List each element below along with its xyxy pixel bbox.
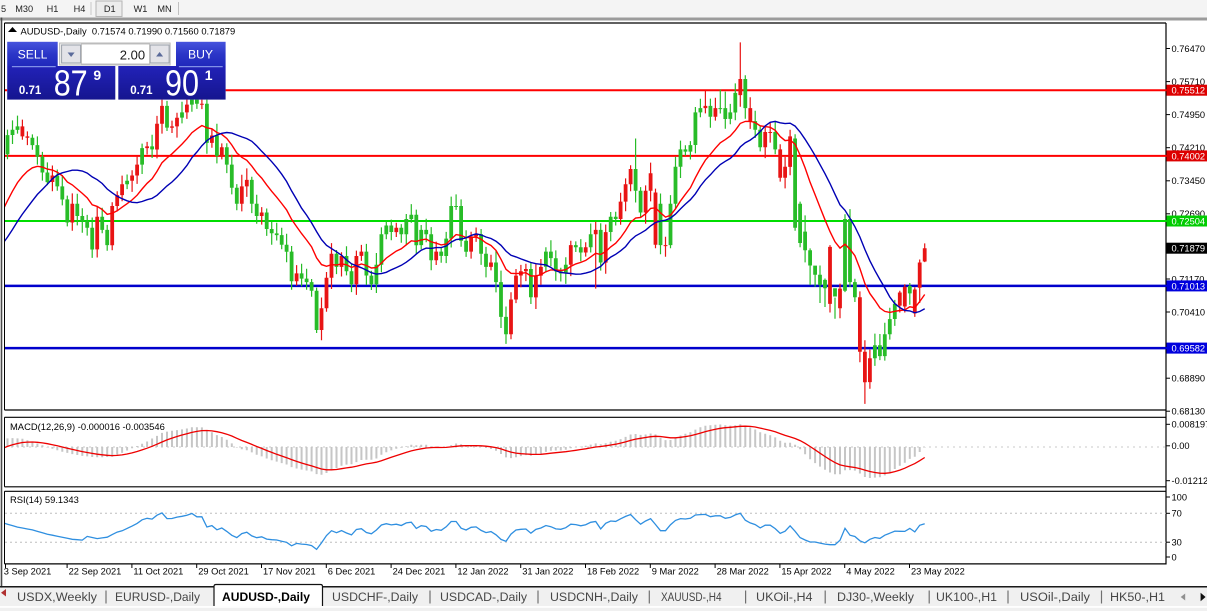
svg-text:0.68890: 0.68890 [1172,374,1206,384]
svg-text:0.74002: 0.74002 [1172,151,1206,161]
svg-text:1: 1 [205,67,213,83]
svg-text:0.74950: 0.74950 [1172,110,1206,120]
svg-text:4 May 2022: 4 May 2022 [846,567,895,577]
svg-text:0.71013: 0.71013 [1172,281,1206,291]
svg-text:0.00: 0.00 [1172,441,1190,451]
svg-text:USDCHF-,Daily: USDCHF-,Daily [332,590,419,604]
svg-text:29 Oct 2021: 29 Oct 2021 [198,567,249,577]
svg-text:5: 5 [1,4,6,14]
svg-text:USDCNH-,Daily: USDCNH-,Daily [550,590,639,604]
svg-text:24 Dec 2021: 24 Dec 2021 [393,567,446,577]
svg-text:9 Mar 2022: 9 Mar 2022 [652,567,699,577]
svg-text:22 Sep 2021: 22 Sep 2021 [69,567,122,577]
svg-text:AUDUSD-,Daily: AUDUSD-,Daily [222,590,310,604]
svg-text:23 May 2022: 23 May 2022 [911,567,965,577]
svg-text:0.71: 0.71 [19,85,42,97]
svg-text:2.00: 2.00 [120,48,145,63]
svg-text:15 Apr 2022: 15 Apr 2022 [781,567,831,577]
svg-text:MACD(12,26,9) -0.000016 -0.003: MACD(12,26,9) -0.000016 -0.003546 [10,421,165,432]
svg-text:0.75512: 0.75512 [1172,86,1206,96]
svg-text:90: 90 [165,62,199,103]
svg-text:DJ30-,Weekly: DJ30-,Weekly [837,590,915,604]
svg-text:USDX,Weekly: USDX,Weekly [17,590,98,604]
svg-text:0.71879: 0.71879 [1172,244,1206,254]
svg-text:87: 87 [54,62,88,103]
svg-text:-0.01212: -0.01212 [1172,476,1207,486]
svg-text:0: 0 [1172,552,1177,562]
svg-text:W1: W1 [134,4,148,14]
svg-text:RSI(14) 59.1343: RSI(14) 59.1343 [10,494,79,505]
svg-text:18 Feb 2022: 18 Feb 2022 [587,567,639,577]
svg-text:17 Nov 2021: 17 Nov 2021 [263,567,316,577]
svg-text:0.73450: 0.73450 [1172,176,1206,186]
svg-text:0.68130: 0.68130 [1172,407,1206,417]
svg-text:0.72504: 0.72504 [1172,217,1206,227]
svg-text:6 Dec 2021: 6 Dec 2021 [328,567,376,577]
svg-text:HK50-,H1: HK50-,H1 [1110,590,1165,604]
svg-text:0.72690: 0.72690 [1172,209,1206,219]
svg-text:0.76470: 0.76470 [1172,44,1206,54]
svg-text:0.69582: 0.69582 [1172,344,1206,354]
svg-text:USOil-,Daily: USOil-,Daily [1020,590,1091,604]
svg-text:0.74210: 0.74210 [1172,143,1206,153]
svg-text:31 Jan 2022: 31 Jan 2022 [522,567,573,577]
svg-text:BUY: BUY [188,48,213,62]
svg-text:9: 9 [93,67,101,83]
svg-text:H4: H4 [74,4,86,14]
svg-text:0.71170: 0.71170 [1172,274,1205,284]
svg-text:0.75710: 0.75710 [1172,77,1206,87]
svg-text:SELL: SELL [18,48,48,62]
svg-text:UKOil-,H4: UKOil-,H4 [756,590,813,604]
svg-text:0.71: 0.71 [130,85,153,97]
svg-text:0.70410: 0.70410 [1172,307,1206,317]
svg-text:XAUUSD-,H4: XAUUSD-,H4 [661,590,722,604]
svg-text:12 Jan 2022: 12 Jan 2022 [457,567,508,577]
svg-text:0.008197: 0.008197 [1172,420,1207,430]
svg-text:30: 30 [1172,538,1182,548]
svg-text:D1: D1 [104,4,116,14]
svg-text:AUDUSD-,Daily 0.71574 0.71990: AUDUSD-,Daily 0.71574 0.71990 0.71560 0.… [21,26,236,37]
svg-text:28 Mar 2022: 28 Mar 2022 [717,567,769,577]
svg-text:3 Sep 2021: 3 Sep 2021 [4,567,52,577]
svg-text:100: 100 [1172,492,1188,502]
svg-text:70: 70 [1172,509,1182,519]
svg-text:USDCAD-,Daily: USDCAD-,Daily [440,590,528,604]
svg-text:M30: M30 [15,4,33,14]
svg-text:H1: H1 [47,4,59,14]
svg-text:UK100-,H1: UK100-,H1 [936,590,997,604]
svg-text:MN: MN [157,4,171,14]
svg-text:EURUSD-,Daily: EURUSD-,Daily [115,590,201,604]
svg-text:11 Oct 2021: 11 Oct 2021 [133,567,183,577]
